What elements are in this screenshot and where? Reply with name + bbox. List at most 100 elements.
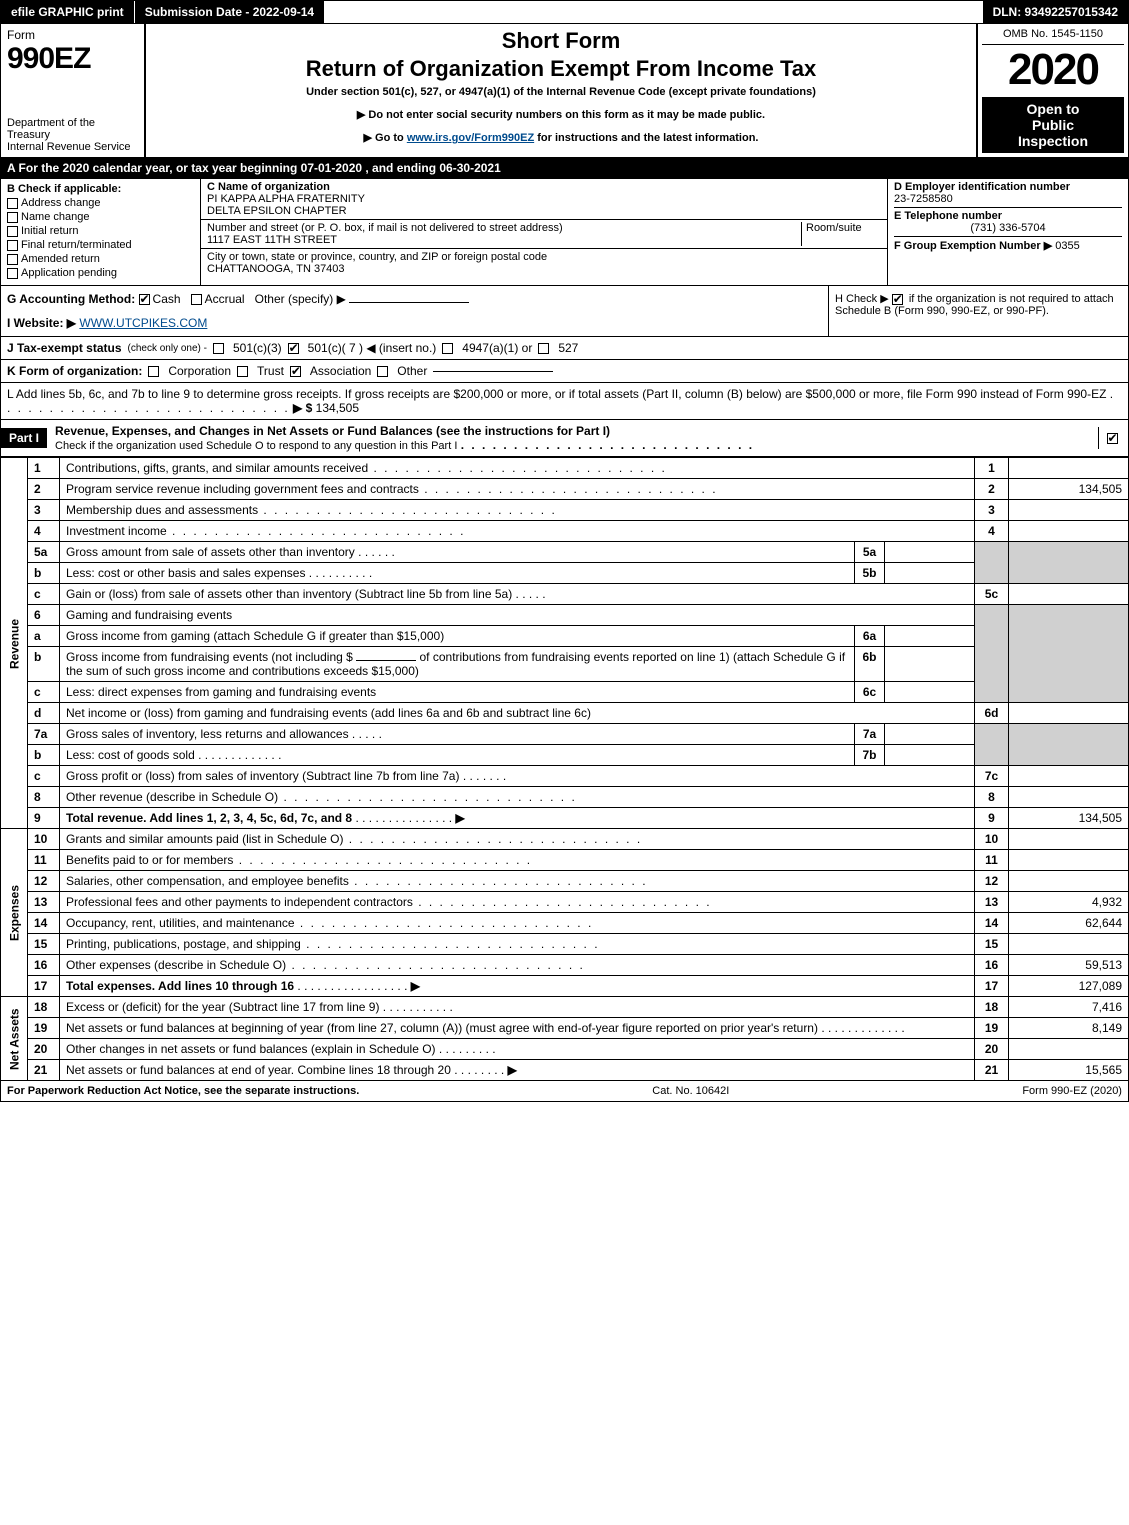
ln-4: 4 — [28, 521, 60, 542]
ln-7b: b — [28, 745, 60, 766]
chk-initial-return[interactable]: Initial return — [7, 225, 194, 237]
part-1-checkbox[interactable] — [1098, 427, 1128, 449]
chk-501c3[interactable] — [213, 343, 224, 354]
desc-7a: Gross sales of inventory, less returns a… — [66, 727, 349, 741]
desc-6d: Net income or (loss) from gaming and fun… — [60, 703, 975, 724]
telephone: (731) 336-5704 — [894, 222, 1122, 234]
chk-application-pending[interactable]: Application pending — [7, 267, 194, 279]
org-name-1: PI KAPPA ALPHA FRATERNITY — [207, 193, 881, 205]
desc-21: Net assets or fund balances at end of ye… — [66, 1063, 451, 1077]
desc-8: Other revenue (describe in Schedule O) — [66, 790, 278, 804]
ln-9: 9 — [28, 808, 60, 829]
chk-4947[interactable] — [442, 343, 453, 354]
input-6b-contrib[interactable] — [356, 660, 416, 661]
val-12 — [1009, 871, 1129, 892]
val-20 — [1009, 1039, 1129, 1060]
desc-10: Grants and similar amounts paid (list in… — [66, 832, 343, 846]
desc-9: Total revenue. Add lines 1, 2, 3, 4, 5c,… — [66, 811, 352, 825]
ml-7a: 7a — [855, 724, 885, 745]
ml-6a: 6a — [855, 626, 885, 647]
ssn-notice: ▶ Do not enter social security numbers o… — [152, 108, 970, 121]
rn-17: 17 — [975, 976, 1009, 997]
inspect-line1: Open to — [986, 101, 1120, 117]
tax-year: 2020 — [982, 45, 1124, 95]
chk-amended-return[interactable]: Amended return — [7, 253, 194, 265]
gross-receipts-value: 134,505 — [316, 401, 359, 415]
other-specify-input[interactable] — [349, 302, 469, 303]
chk-schedule-b[interactable] — [892, 294, 903, 305]
room-suite-label: Room/suite — [801, 222, 881, 246]
part-1-tag: Part I — [1, 428, 47, 448]
ln-3: 3 — [28, 500, 60, 521]
other-specify-label: Other (specify) ▶ — [255, 292, 346, 306]
desc-12: Salaries, other compensation, and employ… — [66, 874, 349, 888]
desc-5c: Gain or (loss) from sale of assets other… — [66, 587, 512, 601]
inspect-line2: Public — [986, 117, 1120, 133]
ln-14: 14 — [28, 913, 60, 934]
rn-3: 3 — [975, 500, 1009, 521]
desc-13: Professional fees and other payments to … — [66, 895, 413, 909]
ln-6: 6 — [28, 605, 60, 626]
city-state-zip: CHATTANOOGA, TN 37403 — [207, 263, 881, 275]
val-7c — [1009, 766, 1129, 787]
val-10 — [1009, 829, 1129, 850]
paperwork-notice: For Paperwork Reduction Act Notice, see … — [7, 1085, 359, 1097]
efile-print-button[interactable]: efile GRAPHIC print — [1, 1, 135, 23]
val-4 — [1009, 521, 1129, 542]
rn-1: 1 — [975, 458, 1009, 479]
val-21: 15,565 — [1009, 1060, 1129, 1081]
chk-other-org[interactable] — [377, 366, 388, 377]
ml-5a: 5a — [855, 542, 885, 563]
short-form-title: Short Form — [152, 28, 970, 54]
ln-16: 16 — [28, 955, 60, 976]
line-i-label: I Website: ▶ — [7, 316, 76, 330]
mv-6c — [885, 682, 975, 703]
ein-value: 23-7258580 — [894, 193, 1122, 205]
chk-corporation[interactable] — [148, 366, 159, 377]
other-org-input[interactable] — [433, 371, 553, 372]
ln-7c: c — [28, 766, 60, 787]
line-j-label: J Tax-exempt status — [7, 341, 122, 355]
desc-7c: Gross profit or (loss) from sales of inv… — [66, 769, 459, 783]
website-link[interactable]: WWW.UTCPIKES.COM — [79, 316, 207, 330]
ln-18: 18 — [28, 997, 60, 1018]
rn-13: 13 — [975, 892, 1009, 913]
opt-association: Association — [310, 364, 371, 378]
chk-trust[interactable] — [237, 366, 248, 377]
box-b: B Check if applicable: Address change Na… — [1, 179, 201, 285]
val-9: 134,505 — [1009, 808, 1129, 829]
opt-4947: 4947(a)(1) or — [462, 341, 532, 355]
chk-cash[interactable] — [139, 294, 150, 305]
chk-association[interactable] — [290, 366, 301, 377]
irs-link[interactable]: www.irs.gov/Form990EZ — [407, 132, 534, 144]
desc-6: Gaming and fundraising events — [60, 605, 975, 626]
chk-527[interactable] — [538, 343, 549, 354]
form-label: Form — [7, 28, 138, 42]
rn-9: 9 — [975, 808, 1009, 829]
line-l-arrow: ▶ $ — [293, 401, 312, 415]
omb-number: OMB No. 1545-1150 — [982, 28, 1124, 45]
ein-label: D Employer identification number — [894, 181, 1122, 193]
rn-8: 8 — [975, 787, 1009, 808]
return-title: Return of Organization Exempt From Incom… — [152, 56, 970, 82]
chk-accrual[interactable] — [191, 294, 202, 305]
chk-name-change[interactable]: Name change — [7, 211, 194, 223]
rn-4: 4 — [975, 521, 1009, 542]
ln-6b: b — [28, 647, 60, 682]
chk-address-change[interactable]: Address change — [7, 197, 194, 209]
desc-14: Occupancy, rent, utilities, and maintena… — [66, 916, 295, 930]
header-left: Form 990EZ Department of the Treasury In… — [1, 24, 146, 157]
desc-18: Excess or (deficit) for the year (Subtra… — [66, 1000, 379, 1014]
desc-15: Printing, publications, postage, and shi… — [66, 937, 301, 951]
chk-final-return[interactable]: Final return/terminated — [7, 239, 194, 251]
shade-6v — [1009, 605, 1129, 703]
line-h-label: H Check ▶ — [835, 293, 889, 305]
ml-5b: 5b — [855, 563, 885, 584]
ml-6c: 6c — [855, 682, 885, 703]
top-bar: efile GRAPHIC print Submission Date - 20… — [0, 0, 1129, 24]
rn-16: 16 — [975, 955, 1009, 976]
chk-501c[interactable] — [288, 343, 299, 354]
rn-5c: 5c — [975, 584, 1009, 605]
desc-6a: Gross income from gaming (attach Schedul… — [60, 626, 855, 647]
ln-6a: a — [28, 626, 60, 647]
